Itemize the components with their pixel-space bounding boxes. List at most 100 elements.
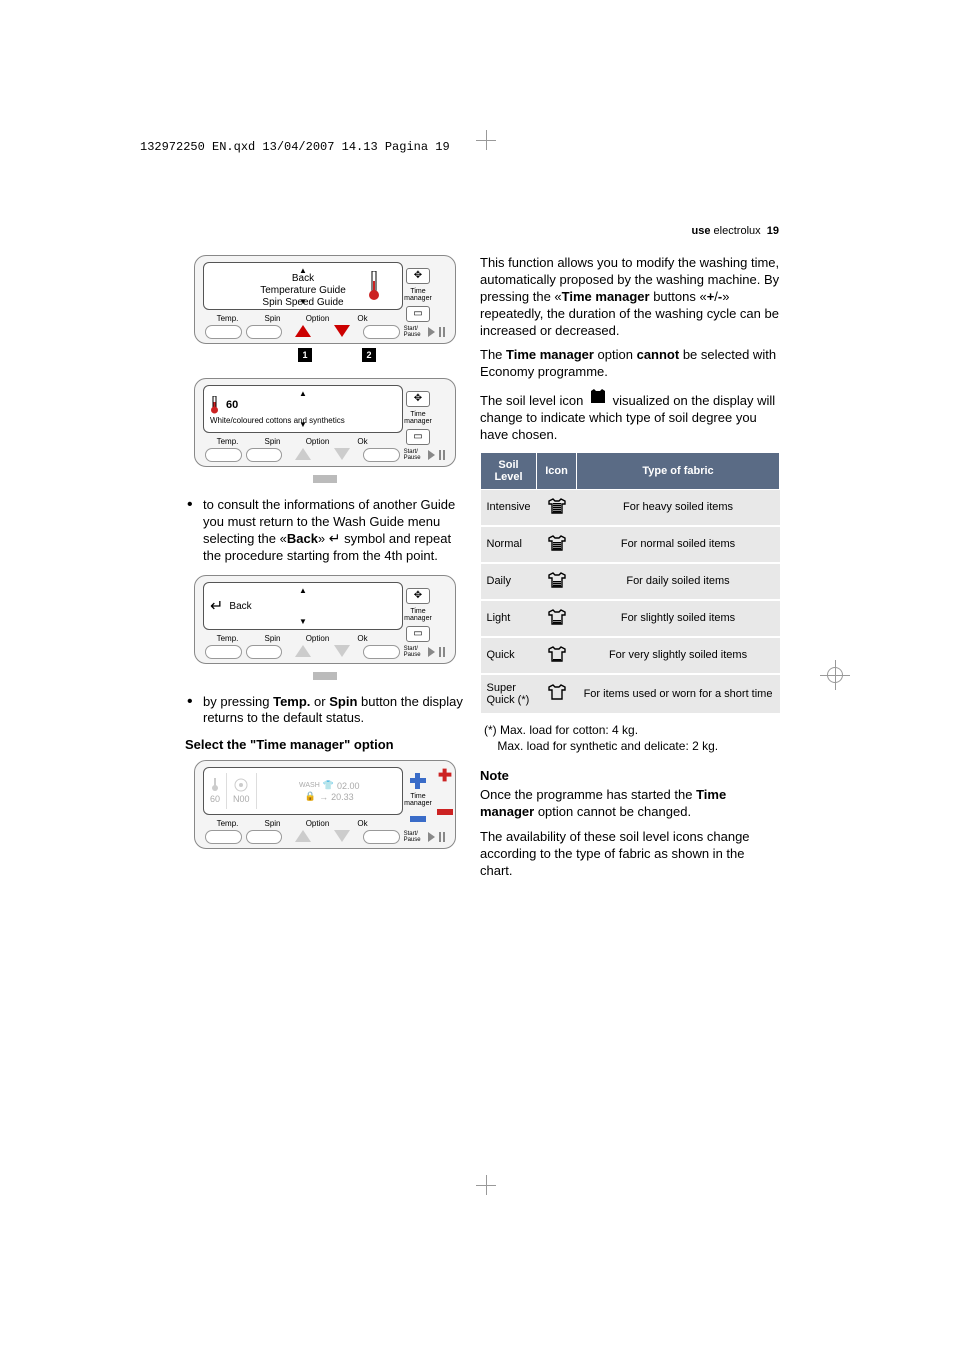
soil-level-table: Soil Level Icon Type of fabric Intensive… — [480, 452, 780, 715]
badge-1: 1 — [298, 348, 312, 362]
doc-header: 132972250 EN.qxd 13/04/2007 14.13 Pagina… — [140, 140, 450, 154]
end-time: 20.33 — [331, 792, 354, 802]
temp-button[interactable] — [205, 830, 242, 844]
para-soil-icon: The soil level icon visualized on the di… — [480, 387, 780, 444]
cell-fabric-desc: For items used or worn for a short time — [577, 674, 780, 714]
scroll-up-icon: ▲ — [299, 266, 307, 275]
temp-label: Temp. — [205, 437, 250, 446]
time-manager-label: Time manager — [397, 411, 439, 425]
cannot-keyword: cannot — [637, 347, 680, 362]
option-down-button[interactable] — [325, 830, 360, 844]
spin-value: N00 — [233, 794, 250, 804]
option-down-button[interactable] — [325, 645, 360, 659]
cell-soil-icon — [537, 489, 577, 526]
cell-soil-level: Intensive — [481, 489, 537, 526]
spin-icon — [234, 778, 248, 792]
option-up-button[interactable] — [286, 448, 321, 462]
text: or — [310, 694, 329, 709]
start-pause-label: Start/ Pause — [404, 326, 425, 338]
pause-icon[interactable] — [439, 450, 445, 460]
table-row: Daily For daily soiled items — [481, 563, 780, 600]
play-icon[interactable] — [428, 832, 435, 842]
time-manager-label: Time manager — [397, 793, 439, 807]
option-down-button[interactable] — [325, 325, 360, 339]
cell-soil-level: Super Quick (*) — [481, 674, 537, 714]
option-up-button[interactable] — [286, 830, 321, 844]
panel-tab — [313, 475, 337, 483]
option-label: Option — [295, 634, 340, 643]
note-para-2: The availability of these soil level ico… — [480, 829, 780, 880]
table-row: NormalFor normal soiled items — [481, 526, 780, 563]
lcd-panel-program: ▲ 60 White/coloured cottons and syntheti… — [194, 378, 456, 467]
th-soil-level: Soil Level — [481, 452, 537, 489]
scroll-down-icon: ▼ — [299, 617, 307, 626]
minus-button[interactable]: ▭ — [406, 626, 430, 642]
start-pause-label: Start/ Pause — [404, 831, 425, 843]
temp-value: 60 — [226, 399, 238, 411]
ok-button[interactable] — [363, 448, 400, 462]
temp-keyword: Temp. — [273, 694, 310, 709]
pause-icon[interactable] — [439, 647, 445, 657]
badge-2: 2 — [362, 348, 376, 362]
time-manager-label: Time manager — [397, 288, 439, 302]
cell-soil-level: Daily — [481, 563, 537, 600]
spin-button[interactable] — [246, 448, 283, 462]
wash-label: WASH — [299, 782, 320, 789]
pause-icon[interactable] — [439, 327, 445, 337]
cell-fabric-desc: For normal soiled items — [577, 526, 780, 563]
lcd-screen-4: 60 N00 WASH 👕 02.00 🔒 → — [203, 767, 403, 815]
ok-button[interactable] — [363, 325, 400, 339]
para-function-desc: This function allows you to modify the w… — [480, 255, 780, 339]
plus-button[interactable]: ✥ — [406, 588, 430, 604]
cell-soil-icon — [537, 637, 577, 674]
cell-fabric-desc: For daily soiled items — [577, 563, 780, 600]
crop-mark-bottom — [476, 1175, 496, 1195]
play-icon[interactable] — [428, 647, 435, 657]
option-up-button[interactable] — [286, 645, 321, 659]
option-label: Option — [295, 819, 340, 828]
option-down-button[interactable] — [325, 448, 360, 462]
time-manager-keyword: Time manager — [506, 347, 594, 362]
plus-button[interactable] — [406, 773, 430, 789]
start-pause-label: Start/ Pause — [404, 646, 425, 658]
temp-button[interactable] — [205, 448, 242, 462]
thermometer-icon — [210, 778, 220, 792]
cell-fabric-desc: For slightly soiled items — [577, 600, 780, 637]
spin-keyword: Spin — [329, 694, 357, 709]
temp-button[interactable] — [205, 325, 242, 339]
minus-button[interactable] — [406, 811, 430, 827]
wash-time: 02.00 — [337, 781, 360, 791]
note-para-1: Once the programme has started the Time … — [480, 787, 780, 821]
temp-button[interactable] — [205, 645, 242, 659]
header-brand: electrolux — [714, 225, 761, 237]
option-up-button[interactable] — [286, 325, 321, 339]
text: Once the programme has started the — [480, 787, 696, 802]
ok-button[interactable] — [363, 645, 400, 659]
spin-label: Spin — [250, 314, 295, 323]
ok-button[interactable] — [363, 830, 400, 844]
spin-button[interactable] — [246, 645, 283, 659]
pause-icon[interactable] — [439, 832, 445, 842]
cell-soil-level: Quick — [481, 637, 537, 674]
text: by pressing — [203, 694, 273, 709]
table-row: LightFor slightly soiled items — [481, 600, 780, 637]
play-icon[interactable] — [428, 327, 435, 337]
cell-fabric-desc: For very slightly soiled items — [577, 637, 780, 674]
para-cannot-economy: The Time manager option cannot be select… — [480, 347, 780, 381]
back-keyword: Back — [287, 531, 318, 546]
text: option cannot be changed. — [534, 804, 691, 819]
time-manager-label: Time manager — [397, 608, 439, 622]
minus-button[interactable]: ▭ — [406, 429, 430, 445]
plus-button[interactable]: ✥ — [406, 391, 430, 407]
soil-icon: 👕 — [323, 780, 334, 791]
text: » — [318, 531, 329, 546]
plus-button[interactable]: ✥ — [406, 268, 430, 284]
spin-button[interactable] — [246, 830, 283, 844]
spin-button[interactable] — [246, 325, 283, 339]
temp-label: Temp. — [205, 819, 250, 828]
minus-button[interactable]: ▭ — [406, 306, 430, 322]
ok-label: Ok — [340, 314, 385, 323]
th-icon: Icon — [537, 452, 577, 489]
header-use: use — [692, 225, 711, 237]
play-icon[interactable] — [428, 450, 435, 460]
